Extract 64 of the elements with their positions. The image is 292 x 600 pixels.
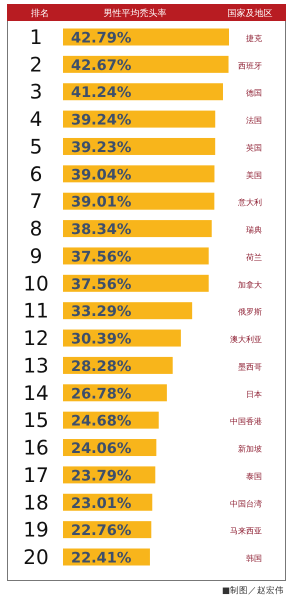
y2-tick-label: 荷兰 xyxy=(246,252,262,262)
data-label: 39.24% xyxy=(71,112,132,129)
data-label: 22.76% xyxy=(71,523,132,540)
y2-tick-label: 韩国 xyxy=(246,554,262,563)
data-label: 33.29% xyxy=(71,304,132,320)
y-tick-label: 10 xyxy=(23,271,49,296)
y-tick-label: 16 xyxy=(23,436,49,460)
y-tick-label: 17 xyxy=(23,462,49,487)
y-tick-label: 1 xyxy=(30,25,42,49)
y-tick-label: 5 xyxy=(30,134,42,158)
data-label: 23.79% xyxy=(71,468,132,484)
data-label: 24.68% xyxy=(71,414,132,430)
y-tick-label: 3 xyxy=(30,80,42,104)
y2-tick-label: 法国 xyxy=(246,116,262,126)
data-label: 28.28% xyxy=(71,358,132,375)
y2-tick-label: 中国香港 xyxy=(230,417,262,426)
y2-tick-label: 日本 xyxy=(246,390,262,399)
y2-tick-label: 英国 xyxy=(246,143,262,152)
data-label: 42.67% xyxy=(71,58,132,74)
y-tick-label: 6 xyxy=(30,162,42,186)
text: ■制图／赵宏伟 xyxy=(222,585,284,596)
y2-tick-label: 德国 xyxy=(246,88,262,98)
data-label: 41.24% xyxy=(71,85,132,102)
y2-tick-label: 澳大利亚 xyxy=(230,335,262,344)
data-label: 30.39% xyxy=(71,332,132,348)
y-tick-label: 4 xyxy=(30,107,42,132)
data-label: 42.79% xyxy=(71,30,132,46)
y-tick-label: 14 xyxy=(23,380,49,405)
y2-tick-label: 马来西亚 xyxy=(230,526,262,536)
y2-tick-label: 中国台湾 xyxy=(230,499,262,508)
y-tick-label: 8 xyxy=(30,216,42,241)
y-tick-label: 15 xyxy=(23,408,49,432)
data-label: 37.56% xyxy=(71,276,132,293)
data-label: 37.56% xyxy=(71,249,132,266)
data-label: 39.23% xyxy=(71,140,132,156)
y2-axis-title: 国家及地区 xyxy=(228,8,272,19)
data-label: 24.06% xyxy=(71,441,132,458)
y2-tick-label: 新加坡 xyxy=(238,444,262,454)
y-tick-label: 2 xyxy=(30,52,42,76)
y-tick-label: 18 xyxy=(23,490,49,514)
y2-tick-label: 墨西哥 xyxy=(238,362,262,372)
y-tick-label: 13 xyxy=(23,353,49,378)
data-label: 39.04% xyxy=(71,167,132,184)
y2-tick-label: 美国 xyxy=(246,170,262,180)
y2-tick-label: 意大利 xyxy=(237,198,262,208)
data-label: 26.78% xyxy=(71,386,132,402)
y2-tick-label: 瑞典 xyxy=(246,226,262,235)
y-tick-label: 12 xyxy=(23,326,49,350)
y2-tick-label: 西班牙 xyxy=(238,61,262,70)
data-label: 39.01% xyxy=(71,194,132,211)
data-label: 22.41% xyxy=(71,550,132,566)
y2-tick-label: 俄罗斯 xyxy=(238,308,262,317)
y-tick-label: 7 xyxy=(30,189,42,214)
chart-title: 男性平均秃头率 xyxy=(104,8,166,19)
data-label: 38.34% xyxy=(71,222,132,238)
data-label: 23.01% xyxy=(71,496,132,512)
y2-tick-label: 泰国 xyxy=(246,472,262,481)
y-tick-label: 11 xyxy=(23,298,49,323)
y-tick-label: 9 xyxy=(30,244,42,268)
y2-tick-label: 捷克 xyxy=(246,34,262,43)
y-tick-label: 20 xyxy=(23,545,49,569)
y-tick-label: 19 xyxy=(23,518,49,542)
y2-tick-label: 加拿大 xyxy=(238,280,262,290)
y-axis-title: 排名 xyxy=(31,8,49,19)
